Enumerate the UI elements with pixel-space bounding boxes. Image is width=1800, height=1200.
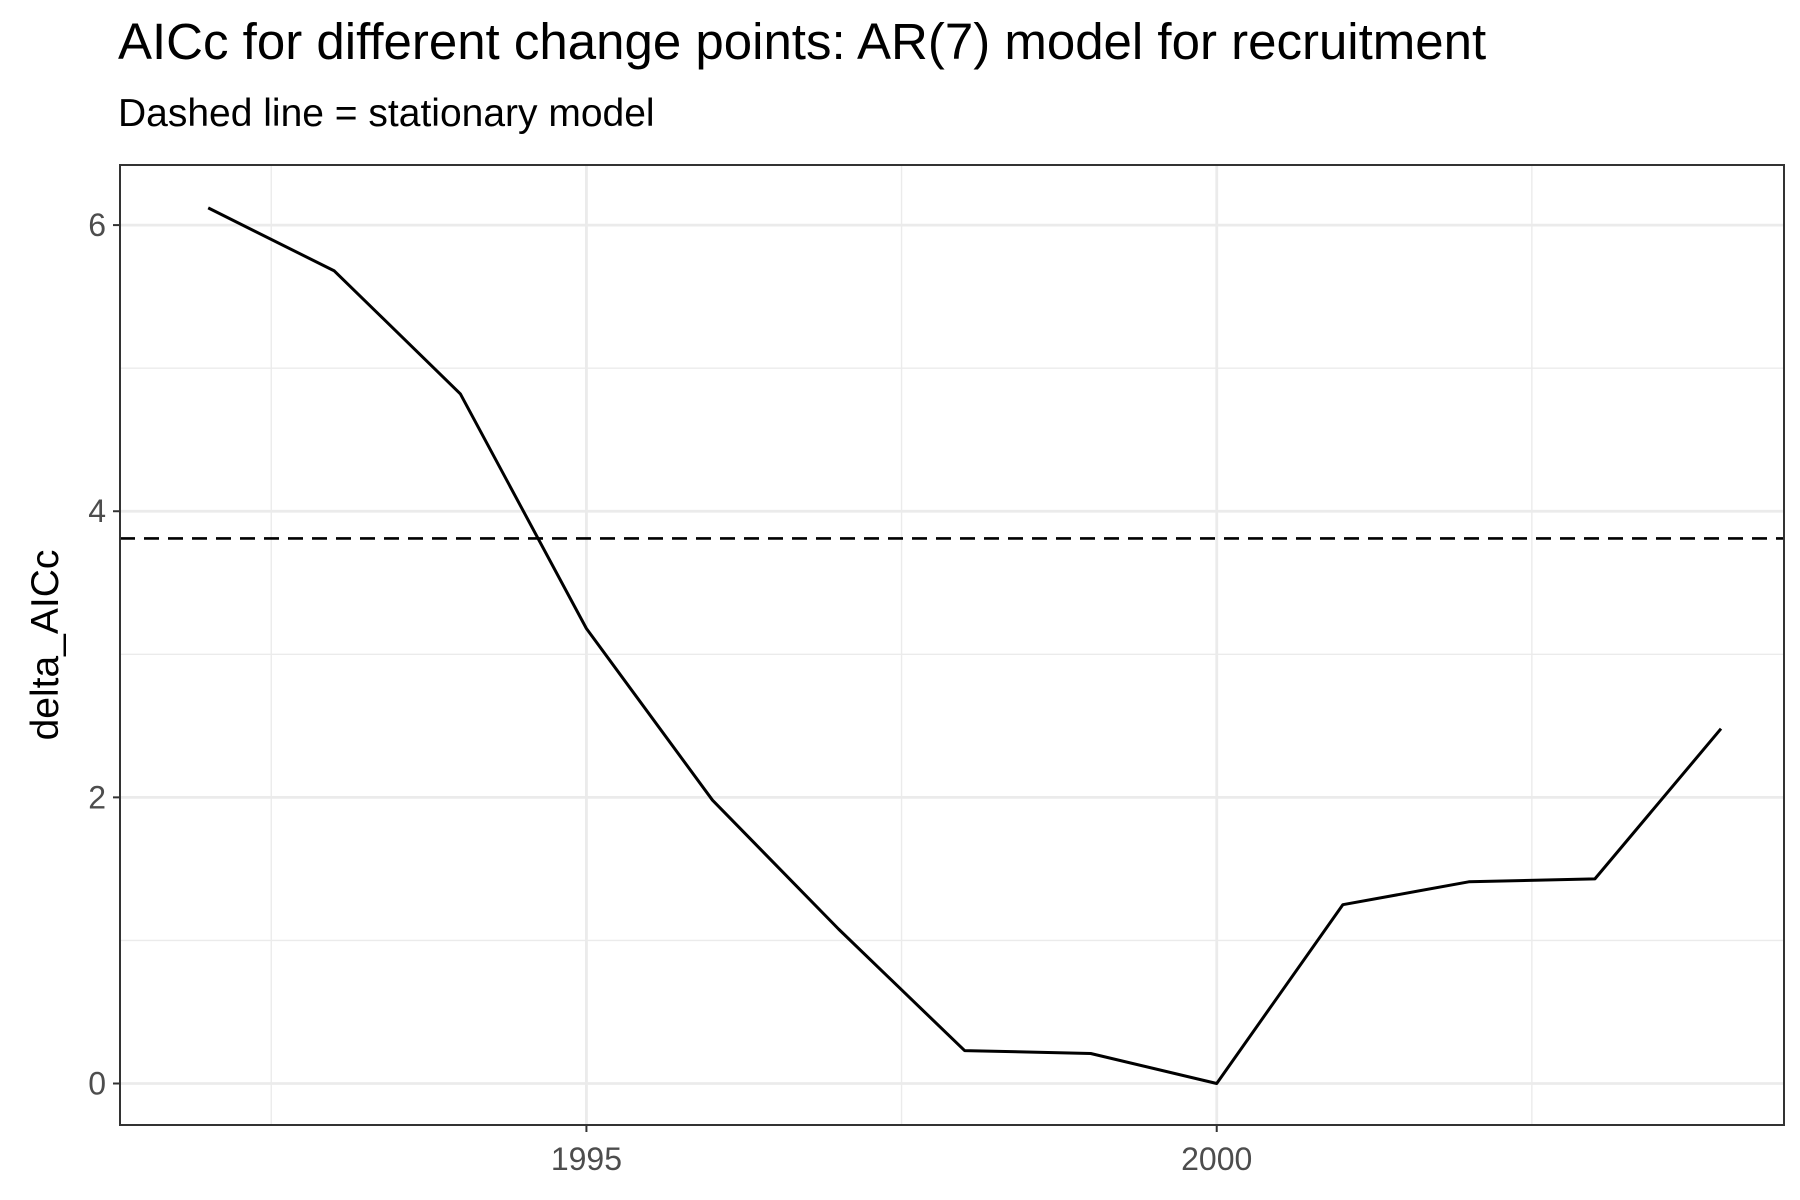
y-tick-label: 0 bbox=[88, 1066, 106, 1102]
x-tick-label: 2000 bbox=[1181, 1141, 1252, 1177]
minor-gridlines bbox=[120, 165, 1784, 1125]
x-axis: 1995 2000 bbox=[551, 1125, 1252, 1177]
delta-aicc-series-line bbox=[207, 206, 1723, 1085]
chart-subtitle: Dashed line = stationary model bbox=[118, 92, 655, 135]
series-layer bbox=[207, 206, 1723, 1085]
major-gridlines bbox=[120, 165, 1784, 1125]
panel-border bbox=[119, 164, 1785, 1126]
chart-title: AICc for different change points: AR(7) … bbox=[118, 13, 1487, 70]
x-tick-label: 1995 bbox=[551, 1141, 622, 1177]
y-tick-label: 6 bbox=[88, 207, 106, 243]
y-axis-title: delta_AICc bbox=[24, 550, 67, 741]
y-axis: 0 2 4 6 bbox=[88, 207, 120, 1102]
y-tick-label: 4 bbox=[88, 493, 106, 529]
y-tick-label: 2 bbox=[88, 779, 106, 815]
